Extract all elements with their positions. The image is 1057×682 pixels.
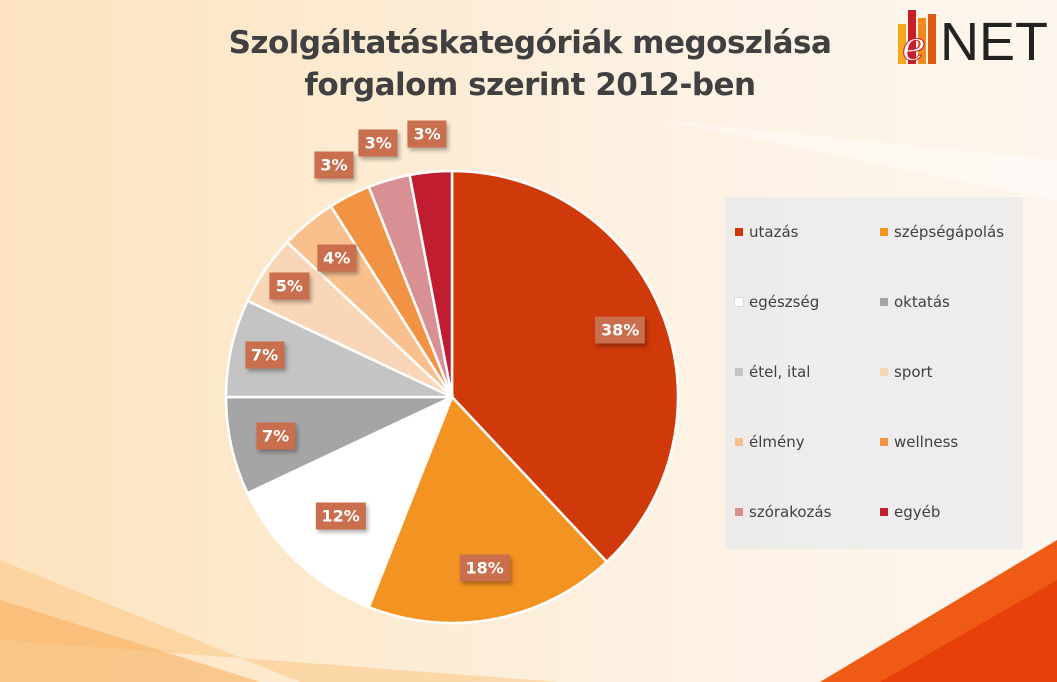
legend-label: egyéb	[894, 503, 941, 521]
legend: utazás szépségápolás egészség oktatás étel, …	[725, 197, 1023, 549]
pie-slice-9	[408, 169, 454, 398]
data-label: 3%	[407, 120, 447, 148]
data-label: 5%	[269, 272, 309, 300]
svg-text:e: e	[902, 24, 926, 64]
legend-swatch	[880, 438, 888, 446]
legend-item: egészség	[734, 293, 820, 311]
legend-item: élmény	[735, 433, 805, 451]
legend-item: utazás	[735, 223, 798, 241]
data-label: 3%	[358, 129, 398, 157]
legend-item: egyéb	[880, 503, 940, 521]
legend-item: szépségápolás	[880, 223, 1004, 241]
legend-swatch	[735, 508, 743, 516]
legend-swatch	[880, 508, 888, 516]
legend-label: utazás	[749, 223, 799, 241]
legend-swatch	[735, 228, 743, 236]
legend-item: étel, ital	[735, 363, 810, 381]
data-label: 38%	[594, 316, 646, 344]
legend-item: oktatás	[880, 293, 950, 311]
legend-item: wellness	[880, 433, 958, 451]
legend-label: egészség	[749, 293, 820, 311]
data-label: 7%	[255, 422, 296, 450]
chart-title: Szolgáltatáskategóriák megoszlása forgal…	[180, 22, 880, 106]
legend-swatch	[735, 438, 743, 446]
pie-slice-1	[367, 394, 609, 625]
data-label: 7%	[244, 341, 285, 369]
legend-label: sport	[894, 363, 933, 381]
legend-swatch	[734, 297, 744, 307]
pie-slice-0	[450, 169, 680, 564]
title-line-2: forgalom szerint 2012-ben	[304, 67, 756, 103]
data-label: 12%	[315, 502, 366, 530]
legend-item: sport	[880, 363, 933, 381]
svg-text:NET: NET	[940, 12, 1048, 64]
data-label: 4%	[317, 244, 357, 272]
data-label: 3%	[314, 151, 354, 179]
legend-swatch	[735, 368, 743, 376]
data-label: 18%	[459, 554, 510, 582]
legend-label: wellness	[894, 433, 959, 451]
legend-item: szórakozás	[735, 503, 831, 521]
legend-swatch	[880, 298, 888, 306]
title-line-1: Szolgáltatáskategóriák megoszlása	[228, 25, 832, 61]
legend-label: szépségápolás	[894, 223, 1005, 241]
legend-label: szórakozás	[749, 503, 832, 521]
pie-slice-2	[245, 394, 455, 609]
legend-swatch	[880, 228, 888, 236]
legend-swatch	[880, 368, 888, 376]
legend-label: élmény	[749, 433, 805, 451]
enet-logo: e NET	[898, 10, 1048, 64]
legend-label: oktatás	[894, 293, 950, 311]
legend-label: étel, ital	[749, 363, 811, 381]
